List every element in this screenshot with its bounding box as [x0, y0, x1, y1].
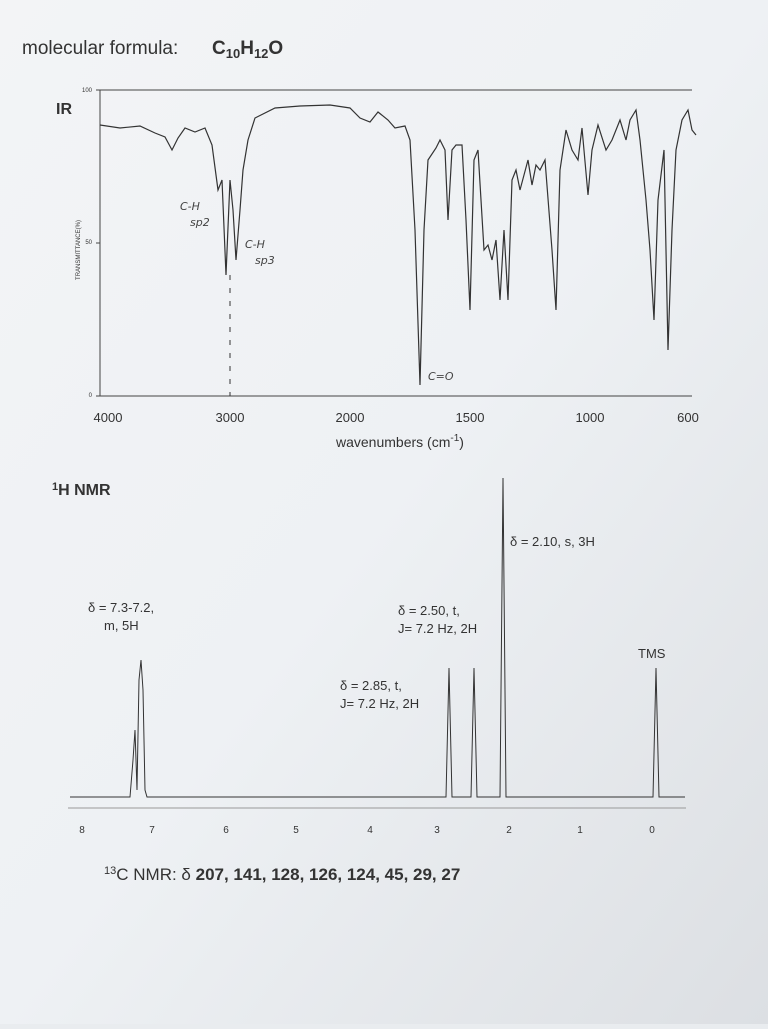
annotation: δ = 2.85, t,: [340, 678, 402, 693]
ir-x-tick: 1500: [456, 410, 485, 425]
formula-label: molecular formula:: [22, 38, 178, 59]
formula-part: 10: [226, 46, 240, 61]
nmr-x-tick: 0: [649, 825, 655, 836]
c-nmr-sup: 13: [104, 865, 116, 877]
ir-x-tick: 4000: [94, 410, 123, 425]
ir-x-label: wavenumbers (cm-1): [335, 433, 464, 450]
ir-frame: [96, 89, 692, 397]
ir-x-tick: 2000: [336, 410, 365, 425]
annotation: C=O: [428, 370, 454, 383]
ir-spectrum: [99, 104, 697, 386]
annotation: m, 5H: [104, 618, 139, 633]
nmr-x-tick: 3: [434, 825, 440, 836]
annotation: sp3: [255, 254, 275, 267]
ir-x-tick: 600: [677, 410, 699, 425]
annotation: sp2: [190, 216, 210, 229]
nmr-title: 1H NMR: [52, 481, 111, 499]
nmr-x-tick: 8: [79, 825, 85, 836]
nmr-x-tick: 7: [149, 825, 155, 836]
ir-y-tick: 100: [82, 88, 93, 94]
nmr-x-tick: 2: [506, 825, 512, 836]
ir-x-label-text: wavenumbers (cm: [335, 434, 450, 450]
annotation: δ = 2.50, t,: [398, 603, 460, 618]
annotation: C-H: [245, 238, 265, 251]
formula-part: C: [212, 38, 226, 59]
nmr-x-tick: 4: [367, 825, 373, 836]
formula-part: H: [240, 38, 254, 59]
ir-label: IR: [56, 101, 72, 118]
formula: C10H12O: [212, 38, 283, 61]
ir-x-tick: 1000: [576, 410, 605, 425]
nmr-title-sup: 1: [52, 481, 58, 493]
formula-part: 12: [254, 46, 268, 61]
annotation: δ = 7.3-7.2,: [88, 600, 154, 615]
c-nmr: 13C NMR: δ 207, 141, 128, 126, 124, 45, …: [104, 865, 460, 884]
nmr-x-tick: 1: [577, 825, 583, 836]
c-nmr-label: C NMR: δ: [116, 865, 191, 884]
annotation: J= 7.2 Hz, 2H: [340, 696, 419, 711]
annotation: δ = 2.10, s, 3H: [510, 534, 595, 549]
ir-x-tick: 3000: [216, 410, 245, 425]
c-nmr-values: 207, 141, 128, 126, 124, 45, 29, 27: [196, 865, 461, 884]
nmr-annotations: δ = 7.3-7.2, m, 5H δ = 2.85, t, J= 7.2 H…: [88, 534, 666, 711]
ir-y-tick: 0: [89, 393, 93, 399]
ir-x-label-sup: -1: [450, 433, 459, 444]
nmr-x-tick: 6: [223, 825, 229, 836]
nmr-x-tick: 5: [293, 825, 299, 836]
nmr-spectrum: [70, 477, 685, 798]
annotation: TMS: [638, 646, 666, 661]
ir-y-label: TRANSMITTANCE(%): [76, 220, 82, 280]
nmr-x-ticks: 8 7 6 5 4 3 2 1 0: [79, 825, 655, 836]
ir-y-tick: 50: [85, 240, 92, 246]
nmr-title-text: H NMR: [58, 482, 111, 499]
ir-x-ticks: 4000 3000 2000 1500 1000 600: [94, 410, 699, 425]
ir-x-label-end: ): [459, 434, 464, 450]
formula-part: O: [268, 38, 283, 59]
annotation: J= 7.2 Hz, 2H: [398, 621, 477, 636]
annotation: C-H: [180, 200, 200, 213]
